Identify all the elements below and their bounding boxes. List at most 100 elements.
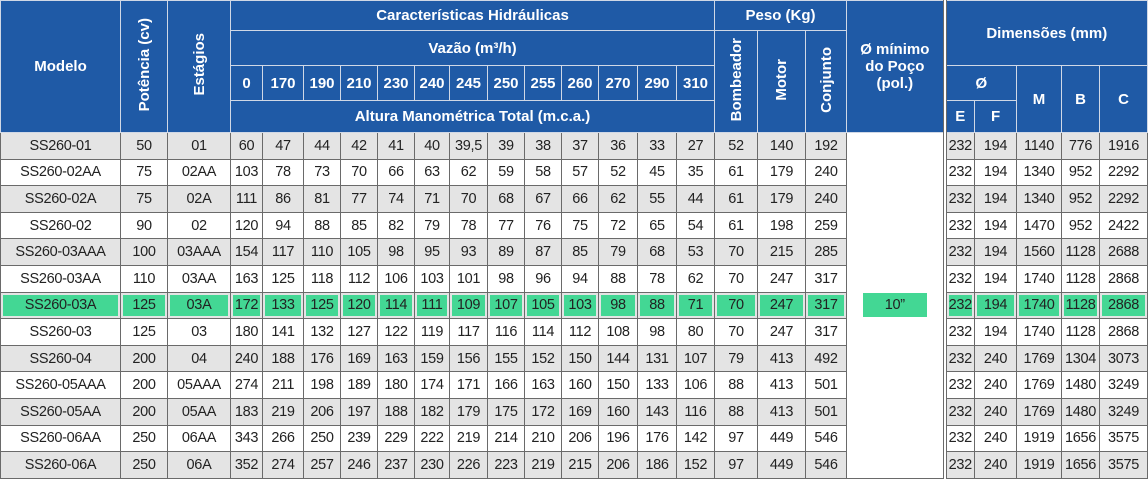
- table-cell: 117: [449, 318, 488, 346]
- table-cell: 103: [561, 291, 599, 320]
- table-cell: SS260-06AA: [0, 424, 121, 453]
- table-cell: 52: [598, 158, 638, 187]
- header-e: E: [942, 100, 976, 133]
- table-cell: 125: [120, 318, 168, 346]
- table-row: SS260-04 200 04 240 188 176 169 163 159 156 155 152…: [0, 344, 1148, 373]
- table-cell: 62: [449, 158, 488, 187]
- table-cell: 81: [303, 185, 341, 213]
- table-cell: 88: [303, 211, 341, 240]
- table-row: SS260-06A 250 06A 352 274 257 246 237 230 226 223 2…: [0, 451, 1148, 479]
- table-cell: 03: [167, 318, 231, 346]
- table-cell: 90: [120, 211, 168, 240]
- table-cell: SS260-03: [0, 318, 121, 346]
- table-cell: 232: [942, 424, 976, 453]
- table-cell: 72: [598, 211, 638, 240]
- table-cell: 94: [262, 211, 304, 240]
- table-row: SS260-03 125 03 180 141 132 127 122 119 117 116 114…: [0, 318, 1148, 346]
- table-cell: 1916: [1099, 132, 1148, 160]
- table-cell: SS260-02AA: [0, 158, 121, 187]
- table-cell: 3249: [1099, 371, 1148, 399]
- table-cell: SS260-02: [0, 211, 121, 240]
- table-cell: 152: [524, 344, 562, 373]
- table-cell: 52: [714, 132, 759, 160]
- table-cell: 215: [561, 451, 599, 479]
- header-flow-value: 250: [487, 65, 525, 101]
- table-cell: 222: [414, 424, 450, 453]
- table-cell: 232: [942, 291, 976, 320]
- table-cell: 79: [414, 211, 450, 240]
- table-cell: 952: [1061, 158, 1101, 187]
- table-cell: SS260-03AA: [0, 264, 121, 293]
- table-cell: 03AA: [167, 264, 231, 293]
- table-cell: 70: [449, 185, 488, 213]
- table-cell: 2422: [1099, 211, 1148, 240]
- table-cell: 04: [167, 344, 231, 373]
- table-cell: 93: [449, 238, 488, 266]
- table-cell: SS260-05AAA: [0, 371, 121, 399]
- table-cell: 85: [340, 211, 378, 240]
- header-set: Conjunto: [805, 30, 848, 133]
- table-cell: 343: [230, 424, 263, 453]
- table-cell: 110: [120, 264, 168, 293]
- table-cell: 116: [675, 397, 716, 426]
- table-cell: 229: [377, 424, 415, 453]
- table-cell: SS260-01: [0, 132, 121, 160]
- table-cell: 232: [942, 397, 976, 426]
- table-cell: 141: [262, 318, 304, 346]
- header-b: B: [1061, 65, 1101, 133]
- table-cell: SS260-03A: [0, 291, 121, 320]
- table-cell: 175: [487, 397, 525, 426]
- table-row: SS260-03AAA 100 03AAA 154 117 110 105 98 95 93 89 8…: [0, 238, 1148, 266]
- table-cell: 98: [377, 238, 415, 266]
- table-cell: 108: [598, 318, 638, 346]
- table-cell: 186: [637, 451, 677, 479]
- table-cell: 06AA: [167, 424, 231, 453]
- table-cell: 223: [487, 451, 525, 479]
- header-c: C: [1099, 65, 1148, 133]
- table-cell: 111: [230, 185, 263, 213]
- table-cell: 86: [262, 185, 304, 213]
- table-cell: 95: [414, 238, 450, 266]
- table-cell: 1740: [1016, 318, 1063, 346]
- table-cell: 85: [561, 238, 599, 266]
- table-cell: 240: [974, 344, 1018, 373]
- table-cell: 232: [942, 158, 976, 187]
- table-cell: 172: [524, 397, 562, 426]
- table-cell: 188: [377, 397, 415, 426]
- table-row: SS260-03AA 110 03AA 163 125 118 112 106 103 101 98…: [0, 264, 1148, 293]
- table-cell: 492: [805, 344, 848, 373]
- header-dimensions: Dimensões (mm): [942, 0, 1148, 66]
- table-cell: 100: [120, 238, 168, 266]
- header-motor: Motor: [757, 30, 807, 133]
- table-cell: 75: [120, 185, 168, 213]
- table-cell: 02A: [167, 185, 231, 213]
- table-cell: 101: [449, 264, 488, 293]
- table-cell: 546: [805, 424, 848, 453]
- table-cell: 06A: [167, 451, 231, 479]
- table-cell: 05AAA: [167, 371, 231, 399]
- table-row: SS260-02AA 75 02AA 103 78 73 70 66 63 62 59 58 57 52 4…: [0, 158, 1148, 187]
- table-cell: 240: [974, 397, 1018, 426]
- table-cell: 247: [757, 264, 807, 293]
- table-cell: 68: [487, 185, 525, 213]
- table-cell: 109: [449, 291, 488, 320]
- table-cell: 88: [598, 264, 638, 293]
- table-cell: 198: [757, 211, 807, 240]
- well-value: 10”: [862, 293, 927, 318]
- table-cell: 160: [561, 371, 599, 399]
- table-cell: 70: [714, 291, 759, 320]
- table-cell: 183: [230, 397, 263, 426]
- table-cell: 57: [561, 158, 599, 187]
- table-cell: 39,5: [449, 132, 488, 160]
- header-pump-text: Bombeador: [727, 37, 745, 122]
- table-cell: 179: [757, 158, 807, 187]
- table-cell: 53: [675, 238, 716, 266]
- table-cell: SS260-04: [0, 344, 121, 373]
- table-cell: 246: [340, 451, 378, 479]
- table-row: SS260-01 50 01 60 47 44 42 41 40 39,5 39 38 37 36 33 27…: [0, 132, 1148, 479]
- table-cell: 106: [675, 371, 716, 399]
- table-cell: 62: [675, 264, 716, 293]
- header-power: Potência (cv): [120, 0, 168, 133]
- table-cell: 70: [340, 158, 378, 187]
- table-cell: 94: [561, 264, 599, 293]
